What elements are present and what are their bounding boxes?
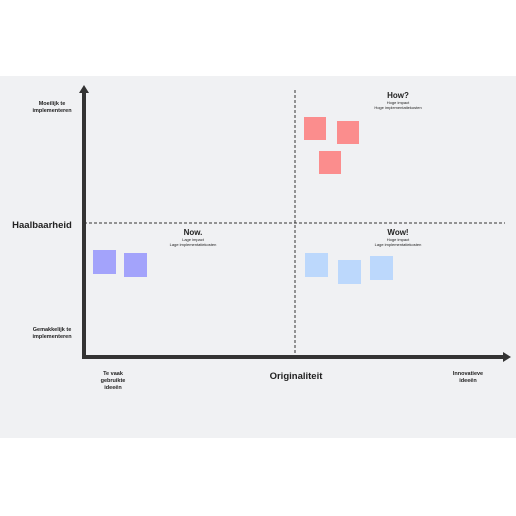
- y-bottom-label: implementeren: [32, 334, 72, 340]
- sticky-note: [370, 256, 393, 280]
- sticky-note: [93, 250, 116, 274]
- x-right-label: ideeën: [459, 378, 477, 384]
- sticky-note: [338, 260, 361, 284]
- y-top-label: Moeilijk te: [39, 101, 66, 107]
- quadrant-note: Hoge impact: [387, 237, 410, 242]
- sticky-note: [124, 253, 147, 277]
- quadrant-note: Lage implementatiekosten: [170, 242, 217, 247]
- y-bottom-label: Gemakkelijk te: [33, 327, 72, 333]
- x-arrow: [503, 352, 511, 362]
- sticky-note: [337, 121, 359, 144]
- quadrant-note: Lage impact: [182, 237, 205, 242]
- sticky-note: [319, 151, 341, 174]
- y-arrow: [79, 85, 89, 93]
- quadrant-note: Lage implementatiekosten: [375, 242, 422, 247]
- board: [0, 76, 516, 438]
- quadrant-title: Now.: [184, 228, 203, 237]
- y-axis-title: Haalbaarheid: [12, 220, 72, 231]
- quadrant-title: Wow!: [387, 228, 408, 237]
- y-top-label: implementeren: [32, 108, 72, 114]
- sticky-note: [304, 117, 326, 140]
- x-left-label: ideeën: [104, 385, 122, 391]
- sticky-note: [305, 253, 328, 277]
- quadrant-title: How?: [387, 91, 409, 100]
- quadrant-note: Hoge impact: [387, 100, 410, 105]
- x-right-label: Innovatieve: [453, 371, 483, 377]
- x-left-label: Te vaak: [103, 371, 124, 377]
- quadrant-note: Hoge implementatiekosten: [374, 105, 421, 110]
- x-left-label: gebruikte: [101, 378, 126, 384]
- sticky-notes: [93, 117, 393, 284]
- x-axis-title: Originaliteit: [270, 371, 324, 382]
